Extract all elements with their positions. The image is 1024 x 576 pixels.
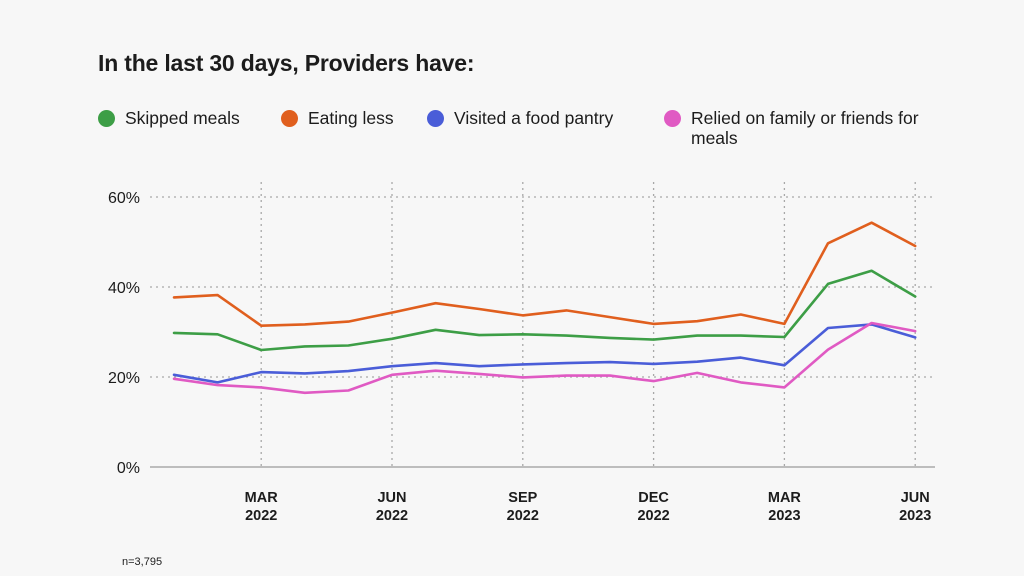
- series-line-eating-less: [172, 221, 917, 328]
- x-tick-label-2023-06-year: 2023: [899, 508, 931, 524]
- x-tick-label-2022-09-year: 2022: [507, 508, 539, 524]
- x-tick-label-2022-06-month: JUN: [377, 490, 406, 506]
- legend-label-eating-less: Eating less: [308, 108, 394, 128]
- x-tick-label-2023-03-month: MAR: [768, 490, 802, 506]
- y-tick-label-20: 20%: [108, 370, 140, 387]
- x-tick-label-2022-12-month: DEC: [638, 490, 669, 506]
- legend-item-relied-on-family[interactable]: Relied on family or friends for meals: [664, 108, 936, 148]
- legend-item-skipped-meals[interactable]: Skipped meals: [98, 108, 240, 128]
- series-line-visited-a-food-pantry: [172, 323, 917, 384]
- x-tick-label-2023-06-month: JUN: [901, 490, 930, 506]
- legend-swatch-relied-on-family: [664, 110, 681, 127]
- y-tick-label-60: 60%: [108, 190, 140, 207]
- legend-item-eating-less[interactable]: Eating less: [281, 108, 394, 128]
- x-tick-label-2022-12-year: 2022: [637, 508, 669, 524]
- legend-label-relied-on-family: Relied on family or friends for meals: [691, 108, 919, 148]
- chart-legend: Skipped meals Eating less Visited a food…: [98, 108, 998, 158]
- legend-item-visited-food-pantry[interactable]: Visited a food pantry: [427, 108, 613, 128]
- legend-swatch-skipped-meals: [98, 110, 115, 127]
- legend-swatch-eating-less: [281, 110, 298, 127]
- x-tick-label-2022-09-month: SEP: [508, 490, 537, 506]
- x-tick-label-2022-06-year: 2022: [376, 508, 408, 524]
- legend-label-skipped-meals: Skipped meals: [125, 108, 240, 128]
- legend-swatch-visited-food-pantry: [427, 110, 444, 127]
- x-tick-label-2022-03-year: 2022: [245, 508, 277, 524]
- sample-size-note: n=3,795: [122, 556, 163, 568]
- legend-label-visited-food-pantry: Visited a food pantry: [454, 108, 614, 128]
- series-line-skipped-meals: [172, 269, 917, 352]
- x-tick-label-2022-03-month: MAR: [245, 490, 279, 506]
- y-tick-label-40: 40%: [108, 280, 140, 297]
- y-tick-label-0: 0%: [117, 460, 140, 477]
- axes: 0% 20% 40% 60% MAR 2022 JUN 2022 SEP 2022 DEC 2022 M…: [108, 190, 935, 524]
- x-tick-label-2023-03-year: 2023: [768, 508, 800, 524]
- chart-title: In the last 30 days, Providers have:: [98, 50, 475, 76]
- series-line-relied-on-family-or-friends-for-meals: [172, 321, 917, 395]
- series-lines: [172, 221, 917, 395]
